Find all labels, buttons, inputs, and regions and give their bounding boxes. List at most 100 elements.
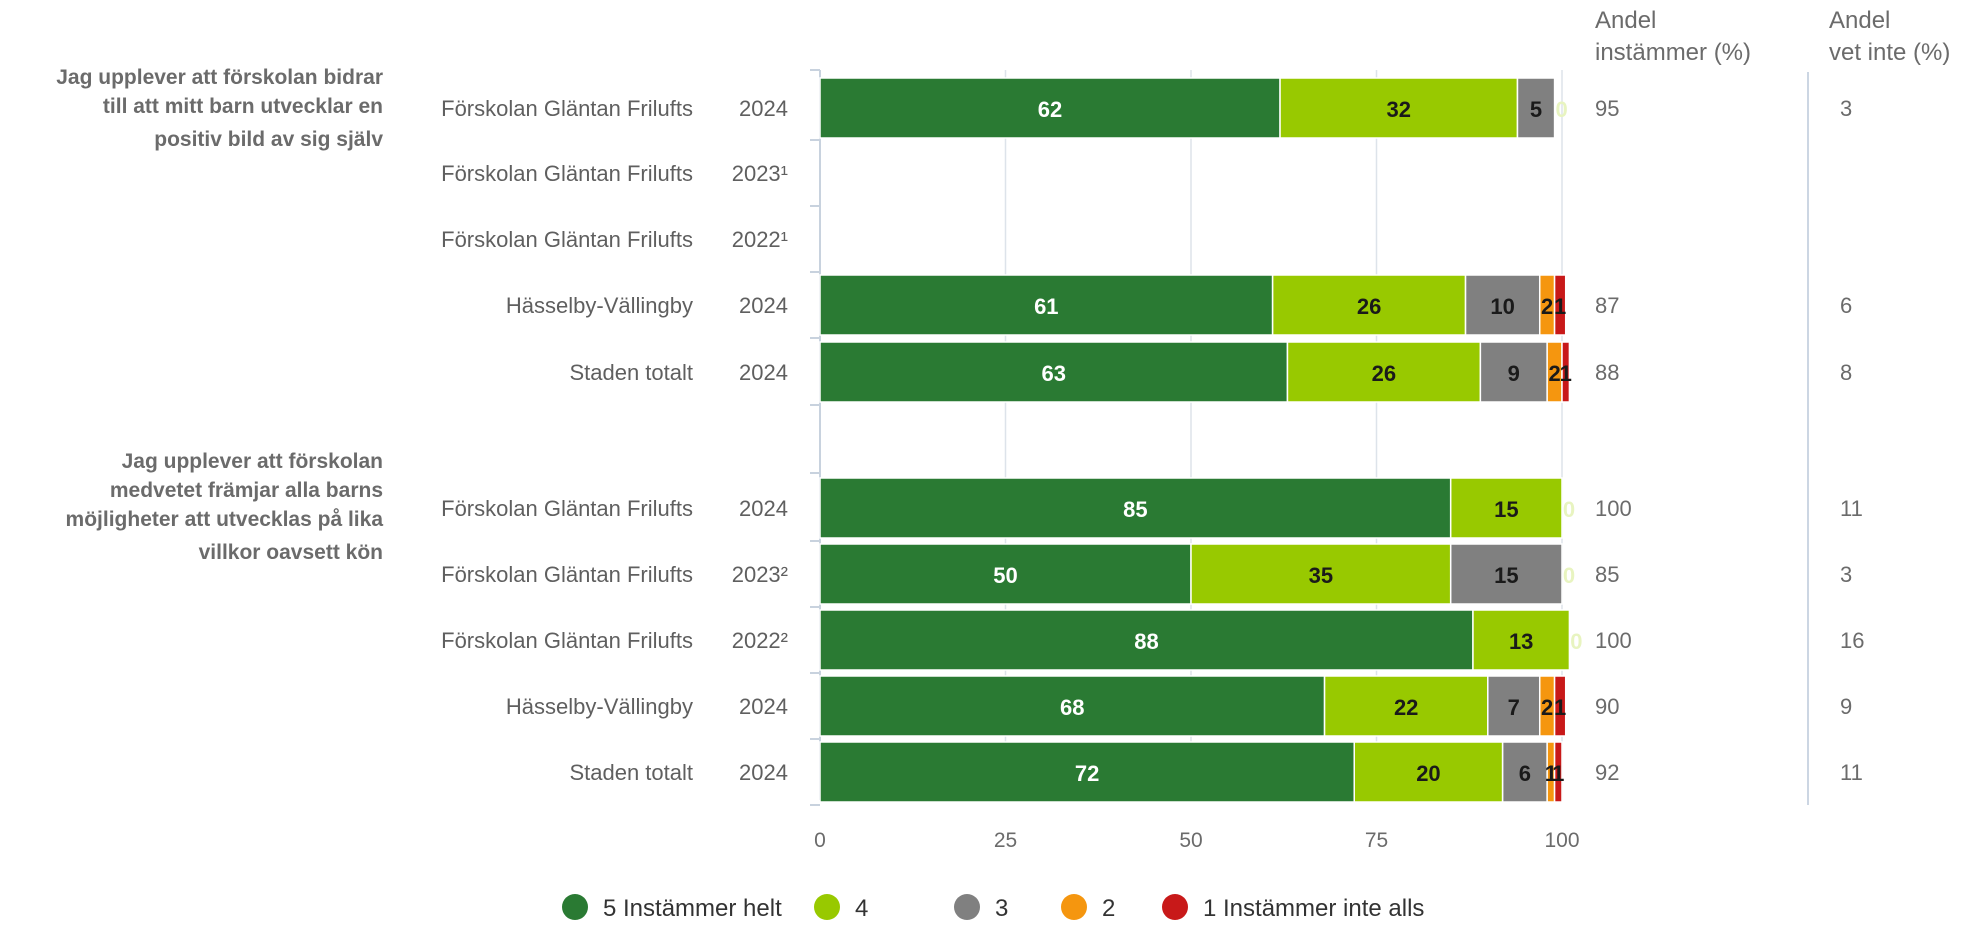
data-label: 88	[1134, 629, 1158, 654]
row-unit-label: Förskolan Gläntan Frilufts	[441, 161, 693, 186]
data-label: 9	[1508, 361, 1520, 386]
bar-segment-4	[1353, 741, 1504, 803]
agree-value: 95	[1595, 96, 1619, 121]
bar-segment-3	[1449, 543, 1563, 605]
data-label: 32	[1387, 97, 1411, 122]
legend-label: 2	[1102, 895, 1115, 922]
question-label: medvetet främjar alla barns	[110, 479, 383, 502]
data-label: 6	[1519, 761, 1531, 786]
row-year-label: 2023¹	[732, 161, 788, 186]
question-label: Jag upplever att förskolan	[122, 450, 383, 473]
dontknow-value: 6	[1840, 293, 1852, 318]
bar-segment-5	[819, 543, 1192, 605]
data-label: 20	[1416, 761, 1440, 786]
row-year-label: 2024	[739, 760, 788, 785]
agree-value: 85	[1595, 562, 1619, 587]
bar-segment-4	[1472, 609, 1571, 671]
data-label: 5	[1530, 97, 1542, 122]
dontknow-value: 8	[1840, 360, 1852, 385]
row-year-label: 2023²	[732, 562, 788, 587]
row-unit-label: Hässelby-Vällingby	[506, 293, 693, 318]
dontknow-header: Andel	[1829, 7, 1890, 34]
data-label: 26	[1357, 294, 1381, 319]
data-label: 50	[993, 563, 1017, 588]
data-label: 2	[1541, 294, 1553, 319]
dontknow-value: 11	[1840, 496, 1863, 521]
data-label: 10	[1490, 294, 1514, 319]
row-year-label: 2024	[739, 496, 788, 521]
question-label: till att mitt barn utvecklar en	[103, 95, 383, 118]
bar-segment-4	[1190, 543, 1452, 605]
dontknow-value: 11	[1840, 760, 1863, 785]
row-unit-label: Förskolan Gläntan Frilufts	[441, 96, 693, 121]
row-year-label: 2024	[739, 694, 788, 719]
row-year-label: 2024	[739, 360, 788, 385]
x-tick-label: 0	[814, 829, 826, 852]
dontknow-value: 9	[1840, 694, 1852, 719]
agree-value: 87	[1595, 293, 1619, 318]
data-label: 26	[1372, 361, 1396, 386]
column-headers: Andel instämmer (%) Andel vet inte (%)	[1595, 7, 1950, 66]
agree-value: 90	[1595, 694, 1619, 719]
data-label: 61	[1034, 294, 1058, 319]
bar-segment-3	[1487, 675, 1541, 737]
bar-segment-5	[819, 341, 1289, 403]
legend-marker	[954, 894, 980, 920]
x-tick-label: 75	[1365, 829, 1388, 852]
data-label: 15	[1494, 497, 1518, 522]
x-tick-label: 100	[1544, 829, 1579, 852]
legend-marker	[1061, 894, 1087, 920]
row-unit-label: Förskolan Gläntan Frilufts	[441, 628, 693, 653]
data-label: 7	[1508, 695, 1520, 720]
bar-segment-1	[1553, 675, 1567, 737]
legend-marker	[814, 894, 840, 920]
row-unit-label: Staden totalt	[569, 760, 693, 785]
row-year-label: 2024	[739, 293, 788, 318]
x-tick-label: 50	[1179, 829, 1202, 852]
data-label: 1	[1560, 361, 1572, 386]
data-label: 63	[1041, 361, 1065, 386]
data-label: 72	[1075, 761, 1099, 786]
data-label: 0	[1563, 497, 1575, 522]
bar-segment-5	[819, 77, 1281, 139]
bar-segment-5	[819, 274, 1274, 336]
question-label: positiv bild av sig själv	[154, 128, 383, 151]
bar-segment-3	[1464, 274, 1541, 336]
row-year-label: 2022¹	[732, 227, 788, 252]
bar-segment-3	[1516, 77, 1556, 139]
data-label: 0	[1563, 563, 1575, 588]
dontknow-value: 16	[1840, 628, 1864, 653]
data-label: 22	[1394, 695, 1418, 720]
bar-segment-5	[819, 741, 1355, 803]
bar-segment-4	[1279, 77, 1519, 139]
bar-segment-5	[819, 609, 1474, 671]
row-year-label: 2022²	[732, 628, 788, 653]
data-label: 85	[1123, 497, 1147, 522]
data-label: 62	[1038, 97, 1062, 122]
question-label: villkor oavsett kön	[199, 541, 383, 564]
data-label: 1	[1554, 294, 1566, 319]
agree-header: instämmer (%)	[1595, 39, 1751, 66]
data-label: 35	[1309, 563, 1333, 588]
data-label: 0	[1555, 97, 1567, 122]
bar-segment-5	[819, 675, 1326, 737]
data-label: 2	[1541, 695, 1553, 720]
legend-marker	[1162, 894, 1188, 920]
row-year-label: 2024	[739, 96, 788, 121]
bar-segment-3	[1501, 741, 1548, 803]
chart-rows: Jag upplever att förskolan bidrar till at…	[56, 66, 1864, 803]
dontknow-header: vet inte (%)	[1829, 39, 1950, 66]
data-label: 1	[1554, 695, 1566, 720]
data-label: 0	[1570, 629, 1582, 654]
bar-segment-1	[1561, 341, 1571, 403]
agree-value: 92	[1595, 760, 1619, 785]
bar-segment-3	[1479, 341, 1548, 403]
data-label: 13	[1509, 629, 1533, 654]
row-unit-label: Förskolan Gläntan Frilufts	[441, 227, 693, 252]
legend-label: 5 Instämmer helt	[603, 895, 782, 922]
legend: 5 Instämmer helt 4 3 2 1 Instämmer inte alls	[562, 894, 1424, 922]
data-label: 68	[1060, 695, 1084, 720]
question-label: möjligheter att utvecklas på lika	[66, 508, 384, 531]
bar-segment-5	[819, 477, 1452, 539]
